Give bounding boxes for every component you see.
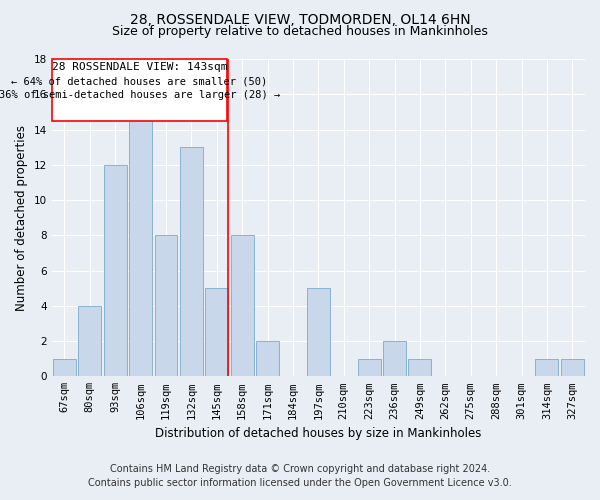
Y-axis label: Number of detached properties: Number of detached properties: [15, 124, 28, 310]
X-axis label: Distribution of detached houses by size in Mankinholes: Distribution of detached houses by size …: [155, 427, 482, 440]
Bar: [383, 341, 406, 376]
Bar: [129, 112, 152, 376]
Text: 28, ROSSENDALE VIEW, TODMORDEN, OL14 6HN: 28, ROSSENDALE VIEW, TODMORDEN, OL14 6HN: [130, 12, 470, 26]
Bar: [79, 306, 101, 376]
Bar: [231, 236, 254, 376]
Text: Contains public sector information licensed under the Open Government Licence v3: Contains public sector information licen…: [88, 478, 512, 488]
Bar: [155, 236, 178, 376]
Bar: [205, 288, 228, 376]
Text: Contains HM Land Registry data © Crown copyright and database right 2024.: Contains HM Land Registry data © Crown c…: [110, 464, 490, 474]
Text: 28 ROSSENDALE VIEW: 143sqm: 28 ROSSENDALE VIEW: 143sqm: [52, 62, 227, 72]
Bar: [535, 358, 559, 376]
Bar: [180, 147, 203, 376]
Bar: [256, 341, 279, 376]
Bar: [358, 358, 380, 376]
Bar: [104, 165, 127, 376]
Text: ← 64% of detached houses are smaller (50): ← 64% of detached houses are smaller (50…: [11, 76, 268, 86]
Text: 36% of semi-detached houses are larger (28) →: 36% of semi-detached houses are larger (…: [0, 90, 280, 100]
Bar: [307, 288, 330, 376]
Bar: [409, 358, 431, 376]
Bar: [53, 358, 76, 376]
Text: Size of property relative to detached houses in Mankinholes: Size of property relative to detached ho…: [112, 25, 488, 38]
Bar: [561, 358, 584, 376]
